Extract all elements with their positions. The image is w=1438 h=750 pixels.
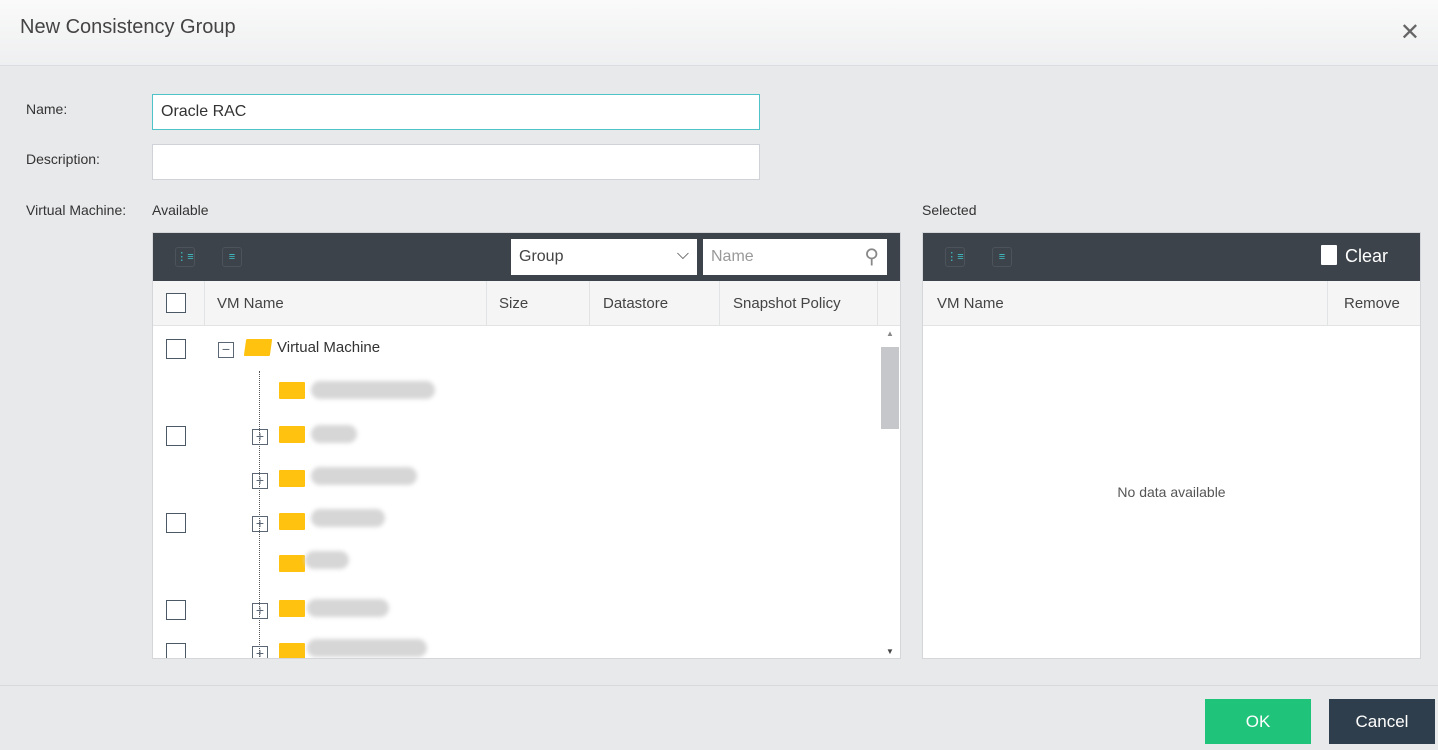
select-all-checkbox[interactable] [166,293,186,313]
dialog-title: New Consistency Group [20,16,236,38]
chevron-down-icon: ⌵ [676,246,689,263]
row-checkbox[interactable] [166,600,186,620]
cancel-button[interactable]: Cancel [1329,699,1435,744]
row-checkbox[interactable] [166,513,186,533]
expand-icon[interactable]: + [252,516,268,532]
available-toolbar: ⋮≡ ≡ Group ⌵ Name ⚲ [153,233,900,281]
scrollbar[interactable]: ▲ ▼ [880,327,900,658]
clear-label: Clear [1344,246,1388,266]
close-icon[interactable]: ✕ [1399,19,1420,46]
list-view-icon[interactable]: ≡ [222,247,242,267]
name-search-input[interactable]: Name ⚲ [703,239,887,275]
collapse-icon[interactable]: − [218,342,234,358]
row-checkbox[interactable] [166,643,186,658]
vm-label: Virtual Machine: [26,202,127,218]
folder-icon [279,643,305,658]
available-label: Available [152,202,209,218]
selected-label: Selected [922,202,977,218]
expand-icon[interactable]: + [252,646,268,658]
row-checkbox[interactable] [166,339,186,359]
folder-icon [279,382,305,399]
list-view-icon[interactable]: ≡ [992,247,1012,267]
selected-panel: ⋮≡ ≡ Clear VM Name Remove No data availa… [922,232,1421,659]
folder-icon [279,470,305,487]
folder-icon [279,426,305,443]
trash-icon [1320,245,1337,265]
col-vm-name[interactable]: VM Name [937,295,1004,312]
tree-root-label: Virtual Machine [277,339,381,356]
col-datastore[interactable]: Datastore [603,295,669,312]
row-checkbox[interactable] [166,426,186,446]
clear-button[interactable]: Clear [1320,245,1388,267]
expand-icon[interactable]: + [252,473,268,489]
scrollbar-thumb[interactable] [881,347,899,429]
name-label: Name: [26,101,68,117]
dialog-header: New Consistency Group ✕ [0,0,1438,66]
folder-icon [279,513,305,530]
folder-open-icon [243,339,273,356]
folder-icon [279,600,305,617]
search-icon[interactable]: ⚲ [864,246,879,268]
ok-button[interactable]: OK [1205,699,1311,744]
search-placeholder: Name [711,248,754,265]
col-snapshot-policy[interactable]: Snapshot Policy [733,295,841,312]
tree-view-icon[interactable]: ⋮≡ [945,247,965,267]
col-vm-name[interactable]: VM Name [217,295,284,312]
available-panel: ⋮≡ ≡ Group ⌵ Name ⚲ VM Name Size Datastore… [152,232,901,659]
available-table-header: VM Name Size Datastore Snapshot Policy [153,281,900,326]
selected-table-header: VM Name Remove [923,281,1420,326]
col-remove: Remove [1344,295,1400,312]
description-input[interactable] [152,144,760,180]
col-size[interactable]: Size [499,295,529,312]
name-input[interactable] [152,94,760,130]
selected-toolbar: ⋮≡ ≡ Clear [923,233,1420,281]
tree-view-icon[interactable]: ⋮≡ [175,247,195,267]
empty-message: No data available [1117,484,1226,500]
folder-icon [279,555,305,572]
group-select[interactable]: Group ⌵ [511,239,697,275]
description-label: Description: [26,151,100,167]
group-select-value: Group [519,248,564,265]
expand-icon[interactable]: + [252,603,268,619]
expand-icon[interactable]: + [252,429,268,445]
